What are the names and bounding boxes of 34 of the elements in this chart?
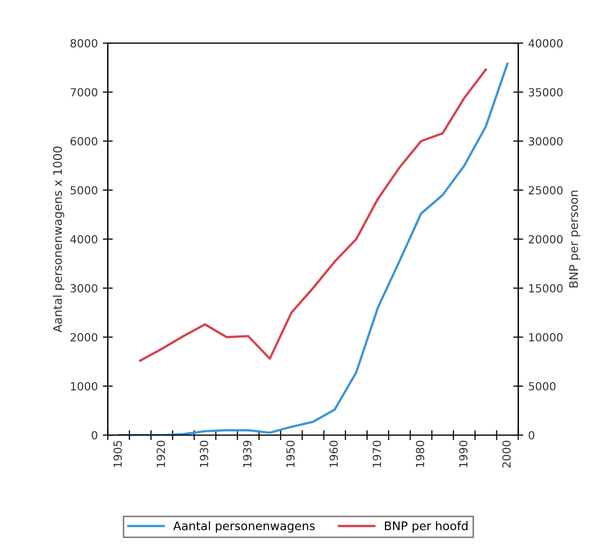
y-tick-label: 3000 [70, 284, 98, 292]
legend-label: BNP per hoofd [384, 521, 468, 533]
x-tick-label: 1970 [372, 440, 382, 468]
x-tick-label: 1960 [329, 440, 338, 468]
y-tick-label: 2000 [70, 333, 98, 342]
y-axis-title: Aantal personenwagens x 1000 [52, 146, 64, 332]
y-tick-label: 1000 [71, 382, 98, 390]
y2-tick-label: 30000 [528, 137, 563, 146]
line-series [117, 62, 509, 436]
y2-tick-label: 35000 [528, 88, 563, 96]
x-tick-label: 1930 [200, 440, 208, 468]
legend-label: Aantal personenwagens [173, 521, 315, 533]
y-tick-label: 0 [92, 431, 98, 440]
line-series [139, 68, 487, 362]
y-tick-label: 5000 [70, 186, 98, 194]
y-tick-label: 7000 [70, 88, 98, 96]
y2-axis-title: BNP per persoon [569, 190, 580, 288]
x-tick-label: 1950 [286, 440, 295, 468]
y2-tick-label: 15000 [529, 284, 563, 292]
x-tick-label: 1905 [113, 440, 122, 468]
y-tick-label: 8000 [70, 39, 98, 48]
y-tick-label: 4000 [70, 235, 98, 244]
x-tick-label: 1990 [459, 440, 468, 468]
x-tick-label: 1980 [416, 440, 424, 468]
x-tick-label: 2000 [502, 440, 511, 468]
y2-tick-label: 10000 [529, 333, 563, 342]
y2-tick-label: 20000 [528, 235, 563, 244]
y2-tick-label: 25000 [528, 186, 563, 194]
y2-tick-label: 40000 [528, 39, 563, 48]
y-tick-label: 6000 [70, 137, 98, 146]
y2-tick-label: 0 [528, 431, 534, 440]
y2-tick-label: 5000 [528, 382, 556, 390]
x-tick-label: 1920 [156, 440, 166, 468]
x-tick-label: 1939 [243, 440, 252, 468]
